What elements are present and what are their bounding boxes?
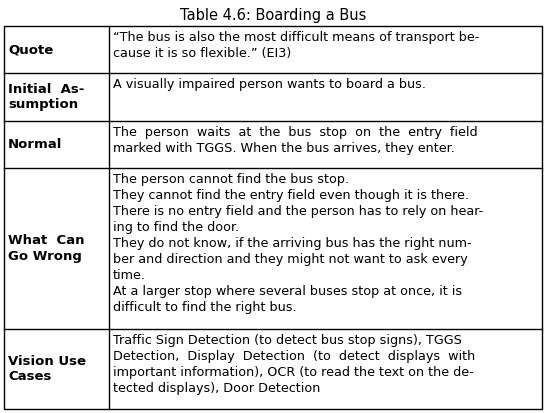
Text: Table 4.6: Boarding a Bus: Table 4.6: Boarding a Bus (180, 8, 366, 23)
Text: Quote: Quote (8, 43, 54, 56)
Text: The  person  waits  at  the  bus  stop  on  the  entry  field
marked with TGGS. : The person waits at the bus stop on the … (113, 126, 478, 154)
Text: Vision Use
Cases: Vision Use Cases (8, 355, 86, 383)
Text: Normal: Normal (8, 138, 62, 151)
Text: Initial  As-
sumption: Initial As- sumption (8, 83, 85, 111)
Text: “The bus is also the most difficult means of transport be-
cause it is so flexib: “The bus is also the most difficult mean… (113, 31, 479, 60)
Text: What  Can
Go Wrong: What Can Go Wrong (8, 234, 85, 263)
Text: The person cannot find the bus stop.
They cannot find the entry field even thoug: The person cannot find the bus stop. The… (113, 173, 483, 314)
Text: Traffic Sign Detection (to detect bus stop signs), TGGS
Detection,  Display  Det: Traffic Sign Detection (to detect bus st… (113, 334, 475, 395)
Text: A visually impaired person wants to board a bus.: A visually impaired person wants to boar… (113, 78, 426, 91)
